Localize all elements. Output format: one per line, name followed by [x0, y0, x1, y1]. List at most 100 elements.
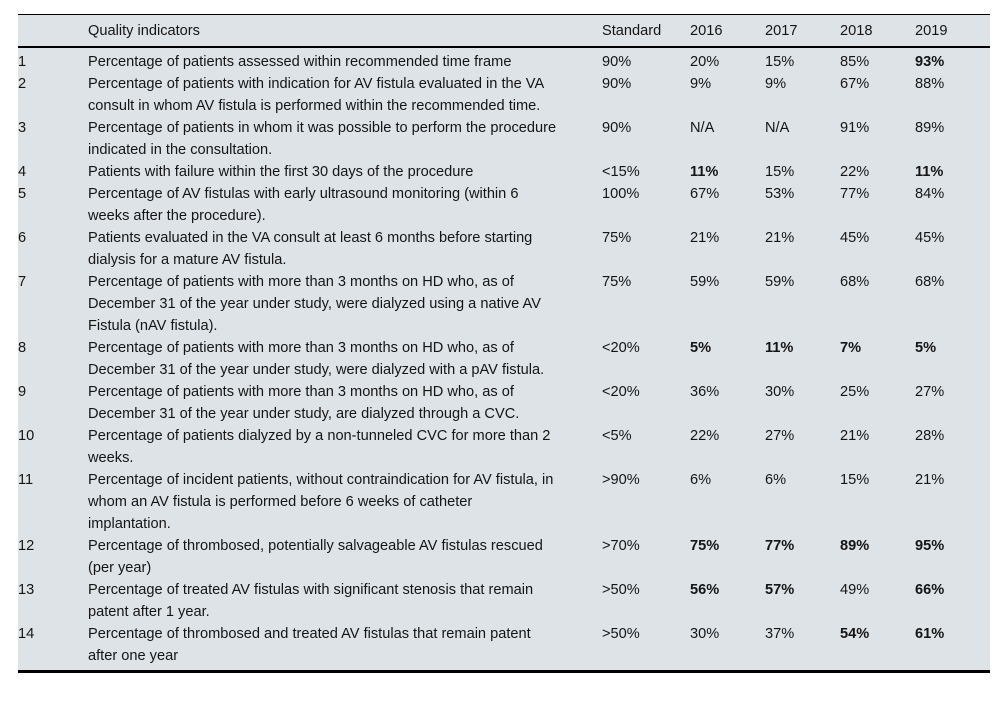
- row-number: 1: [18, 54, 27, 70]
- row-value-2017: 30%: [765, 384, 795, 400]
- row-indicator: Percentage of thrombosed, potentially sa…: [88, 538, 543, 576]
- row-value-2018: 7%: [840, 340, 862, 356]
- row-indicator: Percentage of incident patients, without…: [88, 472, 554, 532]
- row-value-2019: 68%: [915, 274, 945, 290]
- row-standard: >70%: [602, 538, 640, 554]
- row-indicator: Patients evaluated in the VA consult at …: [88, 230, 533, 268]
- table-row: 10 Percentage of patients dialyzed by a …: [18, 425, 990, 469]
- row-standard: <5%: [602, 428, 632, 444]
- row-standard: 75%: [602, 230, 632, 246]
- header-year-2017: 2017: [765, 14, 840, 48]
- row-value-2016: N/A: [690, 120, 715, 136]
- row-value-2019: 61%: [915, 626, 945, 642]
- header-number: [18, 14, 88, 48]
- table-row: 3 Percentage of patients in whom it was …: [18, 117, 990, 161]
- row-indicator: Percentage of thrombosed and treated AV …: [88, 626, 531, 664]
- row-indicator: Percentage of patients with more than 3 …: [88, 274, 541, 334]
- row-value-2017: 57%: [765, 582, 795, 598]
- table-row: 9 Percentage of patients with more than …: [18, 381, 990, 425]
- row-value-2018: 25%: [840, 384, 870, 400]
- row-value-2017: 9%: [765, 76, 787, 92]
- row-value-2019: 21%: [915, 472, 945, 488]
- row-value-2019: 89%: [915, 120, 945, 136]
- row-indicator: Percentage of AV fistulas with early ult…: [88, 186, 519, 224]
- row-value-2017: 15%: [765, 164, 795, 180]
- table-row: 6 Patients evaluated in the VA consult a…: [18, 227, 990, 271]
- row-indicator: Percentage of treated AV fistulas with s…: [88, 582, 534, 620]
- table-row: 7 Percentage of patients with more than …: [18, 271, 990, 337]
- table-body: 1 Percentage of patients assessed within…: [18, 47, 990, 672]
- row-value-2019: 84%: [915, 186, 945, 202]
- row-value-2019: 28%: [915, 428, 945, 444]
- row-value-2016: 5%: [690, 340, 712, 356]
- row-value-2019: 93%: [915, 54, 945, 70]
- row-number: 6: [18, 230, 27, 246]
- row-indicator: Percentage of patients dialyzed by a non…: [88, 428, 551, 466]
- row-indicator: Percentage of patients with indication f…: [88, 76, 544, 114]
- row-number: 12: [18, 538, 35, 554]
- row-indicator: Percentage of patients in whom it was po…: [88, 120, 557, 158]
- row-value-2017: 27%: [765, 428, 795, 444]
- row-value-2018: 45%: [840, 230, 870, 246]
- row-value-2017: 59%: [765, 274, 795, 290]
- row-value-2016: 22%: [690, 428, 720, 444]
- row-value-2016: 30%: [690, 626, 720, 642]
- header-year-2019: 2019: [915, 14, 990, 48]
- row-value-2016: 9%: [690, 76, 712, 92]
- row-value-2019: 27%: [915, 384, 945, 400]
- row-standard: 100%: [602, 186, 640, 202]
- row-indicator: Percentage of patients with more than 3 …: [88, 384, 520, 422]
- page: Quality indicators Standard 2016 2017 20…: [18, 14, 990, 673]
- table-row: 11 Percentage of incident patients, with…: [18, 469, 990, 535]
- row-indicator: Percentage of patients with more than 3 …: [88, 340, 545, 378]
- header-standard: Standard: [602, 14, 690, 48]
- row-value-2017: 21%: [765, 230, 795, 246]
- table-row: 8 Percentage of patients with more than …: [18, 337, 990, 381]
- row-value-2019: 5%: [915, 340, 937, 356]
- row-value-2018: 21%: [840, 428, 870, 444]
- row-value-2016: 6%: [690, 472, 712, 488]
- row-standard: 75%: [602, 274, 632, 290]
- header-year-2018: 2018: [840, 14, 915, 48]
- table-row: 5 Percentage of AV fistulas with early u…: [18, 183, 990, 227]
- row-value-2019: 11%: [915, 164, 944, 180]
- quality-indicators-table: Quality indicators Standard 2016 2017 20…: [18, 14, 990, 673]
- table-row: 13 Percentage of treated AV fistulas wit…: [18, 579, 990, 623]
- table-row: 12 Percentage of thrombosed, potentially…: [18, 535, 990, 579]
- row-value-2019: 45%: [915, 230, 945, 246]
- row-value-2016: 56%: [690, 582, 720, 598]
- row-standard: >50%: [602, 626, 640, 642]
- row-value-2016: 75%: [690, 538, 720, 554]
- table-row: 4 Patients with failure within the first…: [18, 161, 990, 183]
- row-value-2017: 53%: [765, 186, 795, 202]
- row-number: 8: [18, 340, 27, 356]
- row-value-2017: 11%: [765, 340, 794, 356]
- row-value-2018: 68%: [840, 274, 870, 290]
- row-number: 4: [18, 164, 27, 180]
- row-standard: <20%: [602, 384, 640, 400]
- row-value-2019: 95%: [915, 538, 945, 554]
- row-value-2017: 6%: [765, 472, 787, 488]
- row-standard: <20%: [602, 340, 640, 356]
- row-value-2018: 22%: [840, 164, 870, 180]
- row-value-2017: 77%: [765, 538, 795, 554]
- row-value-2016: 21%: [690, 230, 720, 246]
- table-row: 2 Percentage of patients with indication…: [18, 73, 990, 117]
- table-row: 1 Percentage of patients assessed within…: [18, 47, 990, 73]
- row-value-2019: 66%: [915, 582, 945, 598]
- row-value-2018: 49%: [840, 582, 870, 598]
- row-standard: 90%: [602, 120, 632, 136]
- row-number: 14: [18, 626, 35, 642]
- row-value-2017: N/A: [765, 120, 790, 136]
- row-value-2016: 11%: [690, 164, 719, 180]
- row-value-2016: 67%: [690, 186, 720, 202]
- row-standard: >90%: [602, 472, 640, 488]
- row-value-2016: 20%: [690, 54, 720, 70]
- row-value-2016: 36%: [690, 384, 720, 400]
- row-number: 7: [18, 274, 27, 290]
- header-quality-indicators: Quality indicators: [88, 14, 602, 48]
- row-standard: 90%: [602, 76, 632, 92]
- table-row: 14 Percentage of thrombosed and treated …: [18, 623, 990, 672]
- row-value-2018: 85%: [840, 54, 870, 70]
- row-number: 10: [18, 428, 35, 444]
